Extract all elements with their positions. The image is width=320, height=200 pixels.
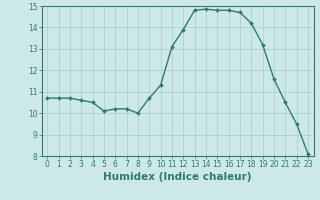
X-axis label: Humidex (Indice chaleur): Humidex (Indice chaleur) <box>103 172 252 182</box>
